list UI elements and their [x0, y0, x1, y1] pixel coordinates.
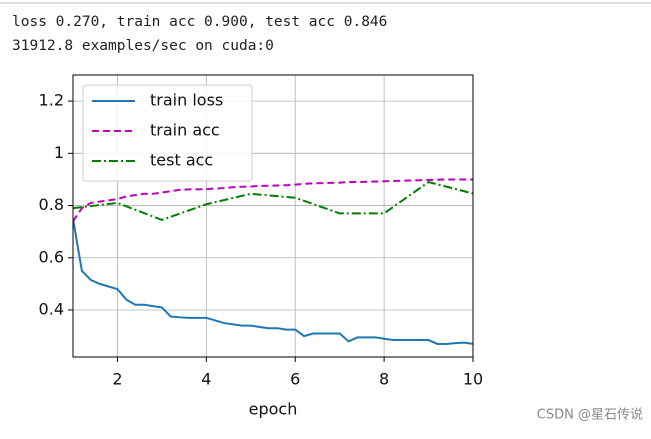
- console-line: 31912.8 examples/sec on cuda:0: [12, 38, 274, 54]
- legend-label: train acc: [150, 121, 220, 140]
- series-line: [73, 178, 473, 222]
- series-line: [73, 180, 473, 221]
- series-line: [73, 218, 473, 345]
- x-tick-label: 6: [290, 370, 300, 389]
- x-tick-label: 2: [112, 370, 122, 389]
- legend-box: [82, 84, 253, 182]
- x-tick-label: 8: [379, 370, 389, 389]
- console-line: loss 0.270, train acc 0.900, test acc 0.…: [12, 14, 387, 30]
- legend-label: train loss: [150, 91, 223, 110]
- series-group: [73, 178, 473, 345]
- y-tick-label: 1: [54, 143, 64, 162]
- y-tick-label: 0.6: [39, 247, 64, 266]
- x-tick-label: 10: [463, 370, 483, 389]
- x-axis-label: epoch: [249, 400, 298, 419]
- y-tick-label: 1.2: [39, 91, 64, 110]
- axes-frame: [72, 74, 474, 358]
- watermark: CSDN @星石传说: [537, 408, 643, 423]
- y-tick-label: 0.4: [39, 300, 64, 319]
- x-tick-label: 4: [201, 370, 211, 389]
- y-tick-label: 0.8: [39, 195, 64, 214]
- legend-label: test acc: [150, 151, 213, 170]
